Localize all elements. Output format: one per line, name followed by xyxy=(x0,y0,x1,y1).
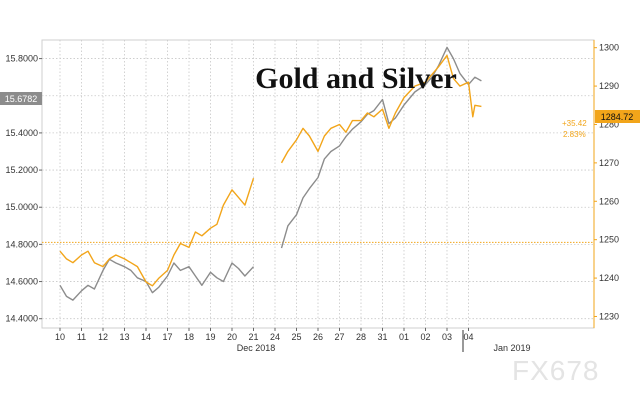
right-axis-tick-label: 1250 xyxy=(599,235,619,245)
svg-text:15.6782: 15.6782 xyxy=(5,94,38,104)
left-axis-tick-label: 15.0000 xyxy=(5,202,38,212)
left-axis-tick-label: 15.2000 xyxy=(5,165,38,175)
x-axis-tick-label: 20 xyxy=(227,332,237,342)
x-axis-tick-label: 04 xyxy=(463,332,473,342)
svg-text:1284.72: 1284.72 xyxy=(601,112,634,122)
change-percent: 2.83% xyxy=(563,130,586,139)
change-absolute: +35.42 xyxy=(562,119,587,128)
left-axis-tick-label: 14.6000 xyxy=(5,277,38,287)
x-axis-tick-label: 11 xyxy=(77,332,86,342)
x-axis-tick-label: 28 xyxy=(356,332,366,342)
right-axis-tick-label: 1280 xyxy=(599,119,619,129)
right-axis-tick-label: 1300 xyxy=(599,43,619,53)
x-axis-tick-label: 24 xyxy=(270,332,280,342)
right-axis-tick-labels: 1300 1290 1280 1270 1260 1250 1240 1230 xyxy=(593,40,619,328)
x-axis-tick-label: 25 xyxy=(291,332,301,342)
right-axis-tick-label: 1230 xyxy=(599,311,619,321)
right-current-value-badge: 1284.72 xyxy=(595,110,640,123)
x-axis-tick-label: 12 xyxy=(98,332,108,342)
chart-title: Gold and Silver xyxy=(255,62,457,95)
x-axis-tick-label: 21 xyxy=(248,332,258,342)
x-group-label-jan-2019: Jan 2019 xyxy=(493,343,530,353)
right-axis-tick-label: 1290 xyxy=(599,81,619,91)
grid-lines xyxy=(42,40,594,328)
right-axis-tick-label: 1260 xyxy=(599,196,619,206)
series-lines xyxy=(59,46,482,301)
x-axis-tick-label: 02 xyxy=(420,332,430,342)
x-axis-tick-label: 10 xyxy=(55,332,65,342)
left-axis-tick-label: 14.4000 xyxy=(5,314,38,324)
x-axis-tick-label: 01 xyxy=(399,332,409,342)
left-current-value-badge: 15.6782 xyxy=(0,92,42,105)
x-group-label-dec-2018: Dec 2018 xyxy=(237,343,276,353)
x-axis-tick-label: 14 xyxy=(141,332,151,342)
right-axis-tick-label: 1240 xyxy=(599,273,619,283)
x-axis-tick-label: 27 xyxy=(334,332,344,342)
watermark: FX678 xyxy=(512,355,600,386)
silver-series-line xyxy=(59,46,482,301)
right-axis-tick-label: 1270 xyxy=(599,158,619,168)
x-axis-tick-label: 03 xyxy=(442,332,452,342)
x-axis-tick-label: 26 xyxy=(313,332,323,342)
x-axis-tick-label: 19 xyxy=(205,332,215,342)
left-axis-tick-label: 15.4000 xyxy=(5,128,38,138)
x-axis-tick-labels: 10 11 12 13 14 17 18 19 20 21 24 25 26 27 28 31 01 02 03 04 xyxy=(55,328,474,342)
x-axis-tick-label: 18 xyxy=(184,332,194,342)
x-axis-tick-label: 13 xyxy=(119,332,129,342)
x-axis-tick-label: 31 xyxy=(377,332,387,342)
gold-series-line xyxy=(59,54,482,287)
left-axis-tick-label: 15.8000 xyxy=(5,54,38,64)
x-axis-tick-label: 17 xyxy=(162,332,172,342)
left-axis-tick-label: 14.8000 xyxy=(5,239,38,249)
